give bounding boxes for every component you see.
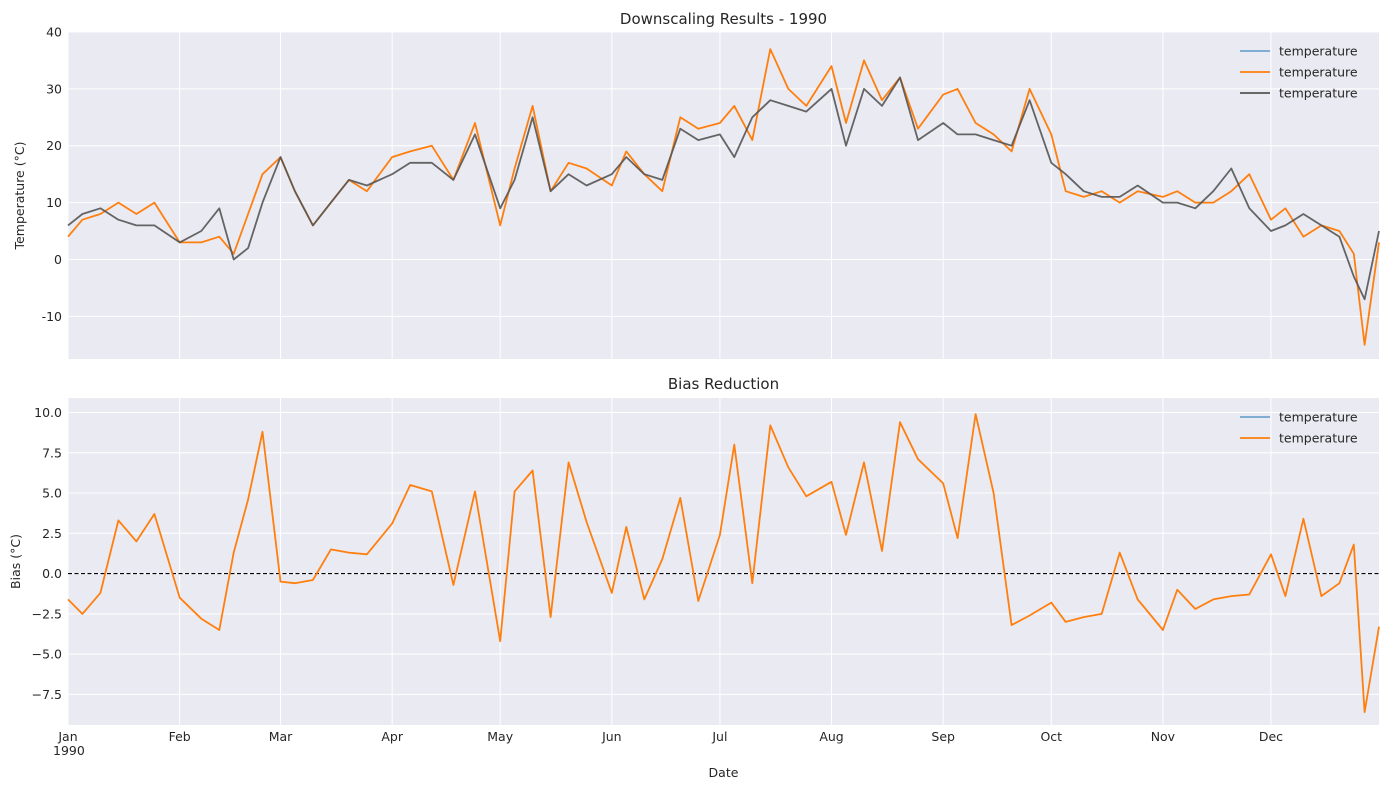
series-line [67,413,1380,713]
x-tick-label: Oct [1040,729,1062,744]
x-tick-label: May [487,729,513,744]
x-tick-year: 1990 [53,743,85,758]
y-tick-labels: −7.5 −5.0 −2.5 0.0 2.5 5.0 7.5 10.0 [32,405,62,702]
legend: temperature temperature [1240,410,1358,446]
legend: temperature temperature temperature [1240,44,1358,101]
x-tick-label: Aug [819,729,843,744]
y-tick-labels: -10 0 10 20 30 40 [42,25,62,324]
y-tick-label: -10 [42,309,62,324]
y-tick-label: 10.0 [34,405,62,420]
y-tick-label: −2.5 [32,606,62,621]
x-tick-labels: Jan Feb Mar Apr May Jun Jul Aug Sep Oct Nov Dec [57,729,1283,744]
gridlines [67,31,1379,359]
y-axis-label: Temperature (°C) [12,142,27,251]
bias-panel: −7.5 −5.0 −2.5 0.0 2.5 5.0 7.5 10.0 Jan Feb Mar Ap… [8,375,1380,780]
x-tick-label: Sep [931,729,955,744]
chart-title: Downscaling Results - 1990 [620,10,827,28]
legend-label: temperature [1279,44,1358,59]
series-line [67,76,1380,301]
x-tick-label: Jan [57,729,77,744]
chart-title: Bias Reduction [668,375,779,393]
x-tick-label: Nov [1151,729,1176,744]
x-tick-label: Jul [711,729,727,744]
y-tick-label: 2.5 [42,526,62,541]
x-tick-label: Mar [269,729,293,744]
gridlines [67,398,1379,725]
x-tick-label: Feb [169,729,191,744]
y-tick-label: −5.0 [32,647,62,662]
y-tick-label: 5.0 [42,486,62,501]
y-tick-label: 0.0 [42,566,62,581]
legend-label: temperature [1279,86,1358,101]
y-axis-label: Bias (°C) [8,534,23,589]
y-tick-label: 10 [46,195,62,210]
y-tick-label: 0 [54,252,62,267]
legend-label: temperature [1279,431,1358,446]
y-tick-label: 7.5 [42,445,62,460]
x-tick-label: Dec [1259,729,1283,744]
x-tick-label: Apr [381,729,403,744]
series-lines [67,413,1380,713]
legend-label: temperature [1279,410,1358,425]
y-tick-label: 40 [46,25,62,40]
y-tick-label: 30 [46,81,62,96]
legend-label: temperature [1279,65,1358,80]
y-tick-label: 20 [46,138,62,153]
series-lines [67,48,1380,346]
x-tick-label: Jun [601,729,622,744]
y-tick-label: −7.5 [32,687,62,702]
x-axis-label: Date [709,765,739,780]
